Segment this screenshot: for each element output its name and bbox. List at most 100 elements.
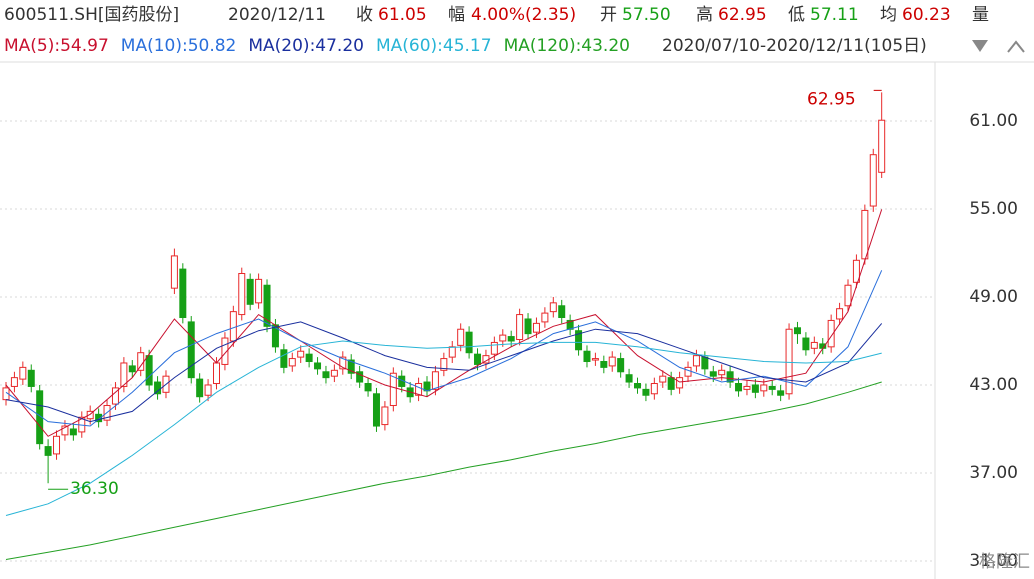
value: 57.50 — [622, 5, 671, 25]
candle-body — [743, 385, 751, 390]
value: 57.11 — [810, 5, 859, 25]
annotation: 36.30 — [70, 479, 119, 499]
candle-body — [372, 393, 380, 427]
candle-body — [684, 366, 692, 377]
candle-body — [238, 273, 246, 316]
candle-body — [61, 425, 69, 436]
candle-body — [221, 337, 229, 365]
candle-body — [474, 353, 482, 365]
y-tick-label: 43.00 — [969, 375, 1018, 395]
candle-body — [305, 353, 313, 363]
candle-body — [676, 377, 684, 389]
candle-body — [356, 371, 364, 383]
candle-body — [625, 374, 633, 383]
candle-body — [137, 352, 145, 371]
candle-body — [558, 305, 566, 319]
candle-body — [827, 319, 835, 348]
candle-body — [145, 355, 153, 386]
ma-line — [5, 209, 883, 437]
candle-body — [187, 321, 195, 379]
candle-body — [297, 350, 305, 358]
candle-body — [415, 383, 423, 396]
candle-body — [852, 259, 860, 283]
candle-body — [532, 322, 540, 333]
value: 61.05 — [378, 5, 427, 25]
candle-body — [364, 383, 372, 392]
value: 4.00%(2.35) — [471, 5, 576, 25]
y-tick-label: 49.00 — [969, 287, 1018, 307]
candle-body — [810, 341, 818, 349]
candle-body — [793, 327, 801, 335]
candle-body — [95, 413, 103, 423]
candle-body — [575, 330, 583, 351]
candle-body — [869, 154, 877, 207]
candle-body — [314, 362, 322, 370]
candle-body — [735, 383, 743, 392]
date: 2020/12/11 — [228, 5, 326, 25]
candle-body — [583, 350, 591, 363]
candle-body — [465, 331, 473, 354]
candle-body — [196, 378, 204, 398]
candle-body — [634, 383, 641, 389]
value: 60.23 — [902, 5, 951, 25]
y-tick-label: 55.00 — [969, 199, 1018, 219]
candle-body — [650, 383, 658, 395]
candle-body — [541, 312, 549, 323]
ma-line — [5, 340, 882, 516]
candle-body — [19, 366, 27, 380]
candle-body — [785, 328, 793, 395]
label: 开 — [600, 5, 617, 25]
candle-body — [330, 369, 338, 377]
candle-body — [53, 435, 61, 455]
candle-body — [120, 362, 128, 387]
y-tick-label: 37.00 — [969, 463, 1018, 483]
candle-body — [10, 377, 18, 387]
candle-body — [768, 385, 776, 390]
candle-body — [457, 328, 465, 346]
candle-body — [861, 209, 869, 260]
candle-body — [878, 119, 886, 173]
candle-body — [381, 406, 389, 426]
label: 收 — [356, 5, 373, 25]
candle-body — [642, 388, 650, 396]
candle-body — [27, 369, 35, 387]
candle-body — [179, 268, 187, 319]
candle-body — [701, 356, 709, 370]
candle-body — [128, 365, 136, 373]
legend-entry: MA(20):47.20 — [248, 36, 364, 56]
legend-entry: MA(120):43.20 — [504, 36, 630, 56]
candle-body — [760, 384, 768, 392]
candle-body — [844, 284, 852, 307]
ma-line — [5, 321, 883, 423]
candle-body — [44, 446, 52, 456]
candle-body — [255, 278, 263, 304]
candle-body — [213, 362, 220, 385]
collapse-icon[interactable] — [1007, 40, 1025, 53]
candle-body — [709, 371, 717, 377]
y-tick-label: 31.00 — [969, 551, 1018, 571]
candle-body — [726, 371, 734, 383]
candle-body — [692, 355, 700, 367]
label: 低 — [788, 5, 805, 25]
candle-body — [516, 314, 524, 341]
ma-line — [5, 381, 882, 560]
candle-body — [322, 371, 330, 379]
candle-body — [600, 361, 608, 368]
candle-body — [524, 318, 532, 335]
candle-body — [111, 387, 119, 405]
date-range: 2020/07/10-2020/12/11(105日) — [662, 36, 927, 56]
annotation: 62.95 — [807, 89, 856, 109]
candle-body — [431, 371, 439, 390]
candle-body — [591, 358, 599, 361]
label: 高 — [696, 5, 713, 25]
dropdown-icon[interactable] — [972, 40, 988, 52]
candle-body — [777, 390, 785, 396]
candle-body — [69, 428, 77, 436]
candle-body — [836, 308, 844, 320]
candle-body — [667, 377, 675, 390]
candle-body — [339, 356, 347, 370]
candle-body — [288, 358, 296, 367]
candle-body — [440, 358, 448, 371]
